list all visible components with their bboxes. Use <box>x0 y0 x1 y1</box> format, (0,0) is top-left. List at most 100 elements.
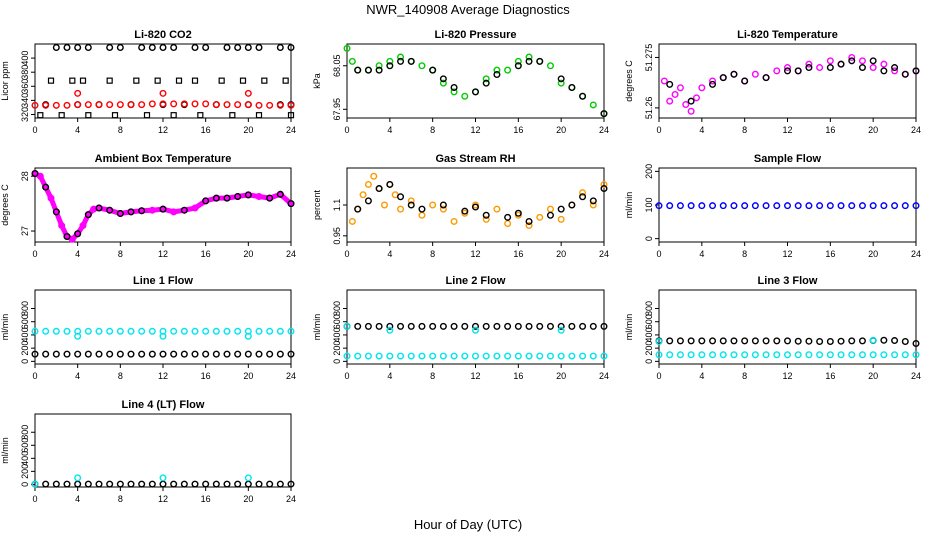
data-point <box>364 180 372 188</box>
data-point <box>287 200 295 208</box>
x-tick-label: 4 <box>699 125 704 135</box>
data-point <box>719 337 727 345</box>
data-point <box>191 480 199 488</box>
data-point <box>482 75 490 83</box>
data-point <box>579 322 587 330</box>
data-point <box>84 480 92 488</box>
x-tick-label: 12 <box>782 125 792 135</box>
data-point <box>660 77 668 85</box>
data-point <box>439 352 447 360</box>
data-point <box>138 44 146 52</box>
x-tick-label: 20 <box>868 371 878 381</box>
data-point <box>212 480 220 488</box>
data-point <box>858 202 866 210</box>
data-point <box>116 101 124 109</box>
data-point <box>74 474 82 482</box>
data-point <box>805 64 813 72</box>
data-point <box>600 180 608 188</box>
data-point <box>223 350 231 358</box>
data-point <box>170 100 178 108</box>
data-point <box>202 44 210 52</box>
panel-2: Li-820 Pressure kPa 0 4 8 12 16 20 24 67.95 68.05 <box>312 29 609 135</box>
x-tick-label: 24 <box>286 125 296 135</box>
series-1 <box>655 336 920 348</box>
x-tick-label: 24 <box>911 371 921 381</box>
data-point <box>557 205 565 213</box>
data-point <box>407 322 415 330</box>
data-point <box>536 322 544 330</box>
data-point <box>95 350 103 358</box>
data-point <box>472 326 480 334</box>
data-point <box>364 352 372 360</box>
data-point <box>159 44 167 52</box>
y-tick-label: 67.95 <box>332 98 342 121</box>
data-point <box>154 77 161 84</box>
data-point <box>127 327 135 335</box>
x-tick-label: 20 <box>868 125 878 135</box>
y-tick-label: 200 <box>332 341 342 356</box>
data-point <box>397 352 405 360</box>
data-point <box>525 352 533 360</box>
x-tick-label: 4 <box>699 371 704 381</box>
panel-title: Line 1 Flow <box>133 275 193 287</box>
data-point <box>354 352 362 360</box>
data-point <box>557 215 565 223</box>
data-point <box>138 480 146 488</box>
y-tick-label: 0 <box>644 359 654 364</box>
data-point <box>84 350 92 358</box>
panel-10: Line 4 (LT) Flow ml/min 0 4 8 12 16 20 24 0 200400… <box>0 399 296 504</box>
data-point <box>891 351 899 359</box>
data-point <box>655 338 663 346</box>
data-point <box>525 322 533 330</box>
data-point <box>472 322 480 330</box>
data-point <box>266 350 274 358</box>
data-point <box>880 202 888 210</box>
data-point <box>407 57 415 65</box>
x-tick-label: 8 <box>118 249 123 259</box>
data-point <box>95 204 103 212</box>
data-point <box>74 44 82 52</box>
data-point <box>762 74 770 82</box>
data-point <box>359 191 367 199</box>
x-tick-label: 4 <box>75 125 80 135</box>
panel-title: Line 4 (LT) Flow <box>122 399 205 411</box>
data-point <box>116 44 124 52</box>
data-point <box>461 322 469 330</box>
data-point <box>880 60 888 68</box>
data-point <box>869 336 877 344</box>
x-tick-label: 20 <box>243 371 253 381</box>
series-2 <box>655 351 920 359</box>
x-tick-label: 20 <box>556 371 566 381</box>
data-point <box>719 351 727 359</box>
data-point <box>266 480 274 488</box>
data-point <box>74 89 82 97</box>
data-point <box>773 337 781 345</box>
y-axis-label: ml/min <box>0 314 10 341</box>
data-point <box>514 62 522 70</box>
x-tick-label: 24 <box>286 494 296 504</box>
data-point <box>266 101 274 109</box>
data-point <box>525 53 533 61</box>
y-tick-label: 51.275 <box>644 44 654 72</box>
y-tick-label: 200 <box>644 341 654 356</box>
data-point <box>698 337 706 345</box>
panel-title: Gas Stream RH <box>435 153 515 165</box>
data-point <box>751 337 759 345</box>
data-point <box>439 75 447 83</box>
data-point <box>901 202 909 210</box>
data-point <box>557 79 565 87</box>
data-point <box>741 202 749 210</box>
data-point <box>138 327 146 335</box>
x-tick-label: 0 <box>656 371 661 381</box>
panel-3: Li-820 Temperature degrees C 0 4 8 12 16 20 24 51… <box>624 29 921 135</box>
series-2 <box>666 57 920 105</box>
plot-frame <box>658 167 917 243</box>
data-point <box>42 480 50 488</box>
data-point <box>418 211 426 219</box>
data-point <box>84 44 92 52</box>
data-point <box>159 480 167 488</box>
plot-frame <box>658 289 917 365</box>
y-tick-label: 600 <box>644 314 654 329</box>
data-point <box>816 351 824 359</box>
